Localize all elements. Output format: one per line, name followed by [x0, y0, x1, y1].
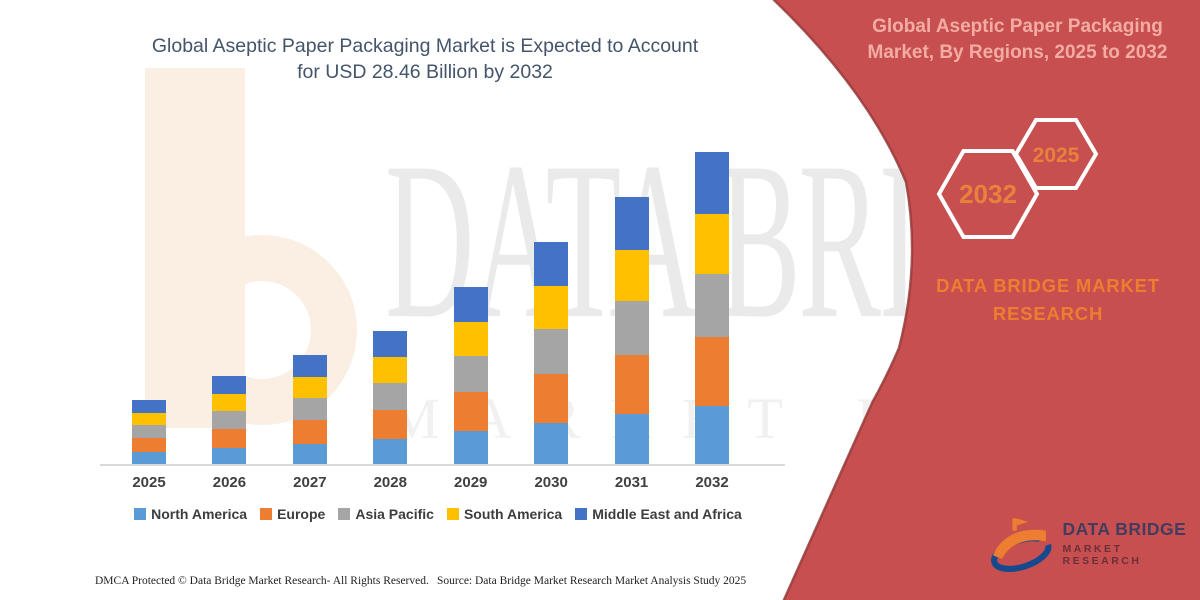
- plot-area: [100, 140, 785, 464]
- legend-swatch: [338, 508, 351, 520]
- hexagon-2025-label: 2025: [1033, 144, 1080, 167]
- chart-title-line2: for USD 28.46 Billion by 2032: [297, 60, 553, 83]
- year-hexagons: 2032 2025: [936, 118, 1099, 239]
- logo-name: DATA BRIDGE: [1062, 519, 1187, 539]
- x-axis-label: 2025: [132, 474, 166, 491]
- chart-title-line1: Global Aseptic Paper Packaging Market is…: [151, 35, 699, 57]
- bar-segment: [534, 286, 569, 329]
- bar-segment: [292, 420, 327, 444]
- legend-label: Asia Pacific: [355, 506, 434, 522]
- x-axis-line: [100, 464, 785, 466]
- bar-segment: [614, 197, 649, 250]
- bar-2028: [373, 331, 408, 464]
- legend-item: North America: [134, 506, 247, 522]
- bar-segment: [373, 410, 408, 439]
- bar-segment: [453, 431, 488, 464]
- legend-label: North America: [151, 506, 248, 522]
- bar-2030: [534, 242, 569, 464]
- x-axis-label: 2031: [614, 474, 649, 491]
- bar-segment: [132, 452, 166, 464]
- bar-segment: [132, 400, 166, 413]
- bar-2031: [614, 197, 649, 464]
- bar-segment: [212, 376, 247, 394]
- bar-segment: [453, 356, 488, 392]
- bar-2027: [292, 355, 327, 464]
- bar-segment: [373, 357, 408, 383]
- bar-segment: [614, 414, 649, 464]
- bar-2029: [453, 287, 488, 464]
- bar-segment: [534, 242, 569, 286]
- bar-segment: [373, 331, 408, 357]
- x-axis-label: 2030: [534, 474, 568, 491]
- brand-wordmark: DATA BRIDGE MARKET RESEARCH: [936, 275, 1160, 324]
- bar-segment: [534, 423, 569, 464]
- hexagon-2032-label: 2032: [959, 179, 1017, 209]
- legend-label: South America: [463, 506, 563, 522]
- bar-segment: [695, 214, 729, 274]
- chart-title: Global Aseptic Paper Packaging Market is…: [110, 34, 740, 86]
- bar-segment: [695, 152, 729, 214]
- bridge-logo-icon: [991, 518, 1052, 572]
- legend-swatch: [575, 508, 588, 520]
- bar-segment: [292, 444, 327, 464]
- bar-segment: [614, 250, 649, 301]
- bar-segment: [292, 377, 327, 398]
- bar-segment: [695, 406, 729, 464]
- bar-segment: [695, 274, 729, 337]
- side-panel-title: Global Aseptic Paper Packaging Market, B…: [867, 16, 1168, 63]
- legend-label: Europe: [277, 506, 326, 522]
- hexagon-2032: [936, 149, 1040, 239]
- bar-segment: [132, 413, 166, 425]
- x-axis-label: 2032: [695, 474, 729, 491]
- panel-edge-line: [772, 0, 914, 600]
- company-logo: DATA BRIDGE MARKET RESEARCH: [986, 506, 1200, 580]
- x-axis-label: 2029: [454, 474, 488, 491]
- bar-segment: [534, 374, 569, 423]
- brand-b-watermark: [145, 68, 357, 428]
- legend-item: Europe: [260, 506, 325, 522]
- bar-segment: [212, 394, 247, 411]
- bar-2032: [695, 152, 729, 464]
- bar-segment: [132, 425, 166, 438]
- bar-segment: [373, 439, 408, 464]
- hexagon-2025: [1013, 118, 1099, 190]
- legend-swatch: [260, 508, 273, 520]
- bar-segment: [453, 392, 488, 431]
- legend-item: Asia Pacific: [338, 506, 434, 522]
- bar-segment: [212, 411, 247, 429]
- bar-2026: [212, 376, 247, 464]
- legend-item: Middle East and Africa: [575, 506, 742, 522]
- legend-item: South America: [446, 506, 563, 522]
- bar-segment: [534, 329, 569, 374]
- x-axis-label: 2026: [212, 474, 247, 491]
- bar-segment: [212, 448, 247, 464]
- bar-2025: [132, 400, 166, 464]
- bar-segment: [695, 337, 729, 406]
- x-axis-labels: 2025 2026 2027 2028 2029 2030 2031 2032: [100, 474, 785, 496]
- bar-segment: [614, 355, 649, 414]
- legend-swatch: [446, 508, 459, 520]
- bar-segment: [453, 322, 488, 356]
- source-note: Source: Data Bridge Market Research Mark…: [437, 575, 747, 587]
- bar-segment: [453, 287, 488, 322]
- bar-segment: [292, 398, 327, 420]
- bar-segment: [212, 429, 247, 448]
- legend-swatch: [134, 508, 147, 520]
- bar-segment: [373, 383, 408, 410]
- x-axis-label: 2027: [293, 474, 327, 491]
- chart-legend: North America Europe Asia Pacific South Ame…: [88, 506, 788, 522]
- legend-label: Middle East and Africa: [592, 506, 742, 522]
- bar-segment: [614, 301, 649, 355]
- dmca-notice: DMCA Protected © Data Bridge Market Rese…: [95, 575, 429, 587]
- logo-subtitle: MARKET RESEARCH: [1062, 543, 1142, 567]
- logo-text: DATA BRIDGE MARKET RESEARCH: [1063, 519, 1200, 567]
- x-axis-label: 2028: [373, 474, 407, 491]
- bar-segment: [292, 355, 327, 377]
- bar-segment: [132, 438, 166, 452]
